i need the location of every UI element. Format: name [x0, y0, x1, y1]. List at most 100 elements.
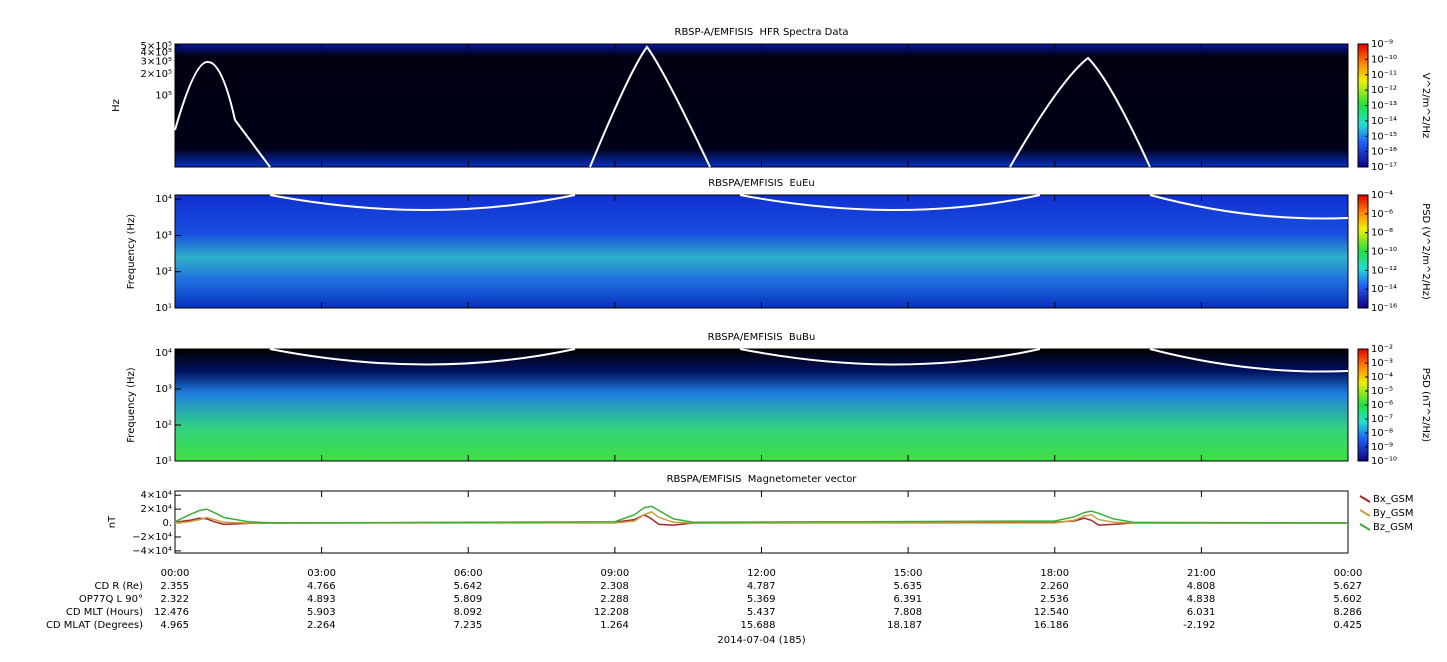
panel-title: RBSPA/EMFISIS Magnetometer vector	[667, 474, 858, 485]
y-tick-label: 2×10⁵	[141, 69, 172, 80]
legend-swatch	[1359, 523, 1371, 531]
ephemeris-value: 5.809	[454, 594, 483, 605]
ephemeris-value: 16.186	[1034, 620, 1069, 631]
ephemeris-value: 2.288	[600, 594, 629, 605]
colorbar-tick-label: 10⁻⁵	[1371, 386, 1393, 397]
ephemeris-value: 5.627	[1333, 581, 1362, 592]
panel-title: RBSP-A/EMFISIS HFR Spectra Data	[675, 27, 849, 38]
colorbar-tick-label: 10⁻¹⁰	[1371, 456, 1397, 467]
y-tick-label: 10⁵	[155, 91, 172, 102]
y-axis-label: nT	[107, 515, 118, 528]
y-tick-label: 10²	[155, 267, 172, 278]
colorbar-tick-label: 10⁻¹⁶	[1371, 147, 1397, 158]
ephemeris-value: -2.192	[1183, 620, 1215, 631]
plot-frame	[174, 348, 1349, 462]
ephemeris-value: 5.437	[747, 607, 776, 618]
ephemeris-value: 4.893	[307, 594, 336, 605]
legend-label: Bx_GSM	[1373, 494, 1414, 505]
y-axis-label: Frequency (Hz)	[126, 214, 137, 290]
ephemeris-label: CD MLAT (Degrees)	[46, 620, 143, 631]
panel-title: RBSPA/EMFISIS EuEu	[708, 178, 815, 189]
colorbar-tick-label: 10⁻¹²	[1371, 85, 1397, 96]
ephemeris-value: 7.235	[454, 620, 483, 631]
y-tick-label: 10¹	[155, 456, 172, 467]
colorbar-tick-label: 10⁻⁸	[1371, 428, 1393, 439]
ephemeris-value: 2.355	[160, 581, 189, 592]
ephemeris-value: 12.208	[594, 607, 629, 618]
ephemeris-value: 5.602	[1333, 594, 1362, 605]
y-tick-label: −4×10⁴	[132, 546, 172, 557]
ephemeris-value: 4.766	[307, 581, 336, 592]
ephemeris-value: 2.322	[160, 594, 189, 605]
y-tick-label: 10¹	[155, 303, 172, 314]
ephemeris-value: 5.642	[454, 581, 483, 592]
y-tick-label: 0.	[162, 518, 172, 529]
colorbar-tick-label: 10⁻¹³	[1371, 101, 1397, 112]
x-tick-label: 09:00	[600, 568, 629, 579]
y-axis-label: Hz	[111, 99, 122, 112]
y-tick-label: 4×10⁵	[141, 48, 172, 59]
colorbar-tick-label: 10⁻¹⁶	[1371, 303, 1397, 314]
ephemeris-value: 8.286	[1333, 607, 1362, 618]
ephemeris-label: CD MLT (Hours)	[66, 607, 143, 618]
ephemeris-value: 5.903	[307, 607, 336, 618]
ephemeris-value: 4.808	[1187, 581, 1216, 592]
y-tick-label: 4×10⁴	[141, 490, 172, 501]
ephemeris-value: 18.187	[887, 620, 922, 631]
ephemeris-value: 2.264	[307, 620, 336, 631]
y-tick-label: 10⁴	[155, 194, 172, 205]
colorbar-label: V^2/m^2/Hz	[1420, 73, 1431, 139]
ephemeris-value: 4.787	[747, 581, 776, 592]
colorbar-tick-label: 10⁻⁴	[1371, 190, 1393, 201]
ephemeris-value: 4.838	[1187, 594, 1216, 605]
ephemeris-label: CD R (Re)	[95, 581, 144, 592]
x-tick-label: 21:00	[1187, 568, 1216, 579]
colorbar-tick-label: 10⁻¹⁰	[1371, 54, 1397, 65]
ephemeris-value: 12.476	[154, 607, 189, 618]
colorbar-tick-label: 10⁻⁶	[1371, 400, 1393, 411]
legend-swatch	[1359, 509, 1371, 517]
colorbar-tick-label: 10⁻¹⁰	[1371, 247, 1397, 258]
colorbar-tick-label: 10⁻¹⁵	[1371, 131, 1397, 142]
y-tick-label: 10³	[155, 230, 172, 241]
colorbar-tick-label: 10⁻⁶	[1371, 209, 1393, 220]
ephemeris-label: OP77Q L 90°	[79, 594, 143, 605]
plot-frame	[174, 43, 1349, 168]
colorbar-tick-label: 10⁻⁷	[1371, 414, 1393, 425]
plot-frame	[174, 194, 1349, 309]
ephemeris-value: 4.965	[160, 620, 189, 631]
overlay-curves	[174, 45, 1349, 373]
ephemeris-value: 7.808	[893, 607, 922, 618]
ephemeris-value: 0.425	[1333, 620, 1362, 631]
x-tick-label: 03:00	[307, 568, 336, 579]
colorbar-tick-label: 10⁻⁸	[1371, 228, 1393, 239]
x-tick-label: 00:00	[161, 568, 190, 579]
legend-swatch	[1359, 495, 1371, 503]
x-tick-label: 00:00	[1334, 568, 1363, 579]
colorbar-tick-label: 10⁻⁹	[1371, 442, 1393, 453]
ephemeris-value: 6.391	[893, 594, 922, 605]
colorbar-tick-label: 10⁻¹¹	[1371, 70, 1397, 81]
colorbar-label: PSD (nT^2/Hz)	[1420, 368, 1431, 442]
colorbar-tick-label: 10⁻¹⁴	[1371, 284, 1397, 295]
panel-title: RBSPA/EMFISIS BuBu	[708, 332, 816, 343]
date-label: 2014-07-04 (185)	[717, 635, 805, 646]
y-tick-label: 10²	[155, 420, 172, 431]
plots: RBSP-A/EMFISIS HFR Spectra DataHz5×10⁵4×…	[46, 27, 1431, 646]
y-tick-label: 2×10⁴	[141, 504, 172, 515]
ephemeris-value: 12.540	[1034, 607, 1069, 618]
colorbar-tick-label: 10⁻¹⁷	[1371, 162, 1397, 173]
x-tick-label: 18:00	[1040, 568, 1069, 579]
colorbar-tick-label: 10⁻⁴	[1371, 372, 1393, 383]
colorbar-tick-label: 10⁻¹⁴	[1371, 116, 1397, 127]
series-line	[174, 511, 1348, 524]
y-axis-label: Frequency (Hz)	[126, 367, 137, 443]
ephemeris-value: 1.264	[600, 620, 629, 631]
ephemeris-value: 2.260	[1040, 581, 1069, 592]
x-tick-label: 15:00	[894, 568, 923, 579]
spectrogram-image	[175, 349, 1348, 461]
x-tick-label: 12:00	[747, 568, 776, 579]
spectrogram-image	[175, 195, 1348, 308]
ephemeris-value: 2.308	[600, 581, 629, 592]
